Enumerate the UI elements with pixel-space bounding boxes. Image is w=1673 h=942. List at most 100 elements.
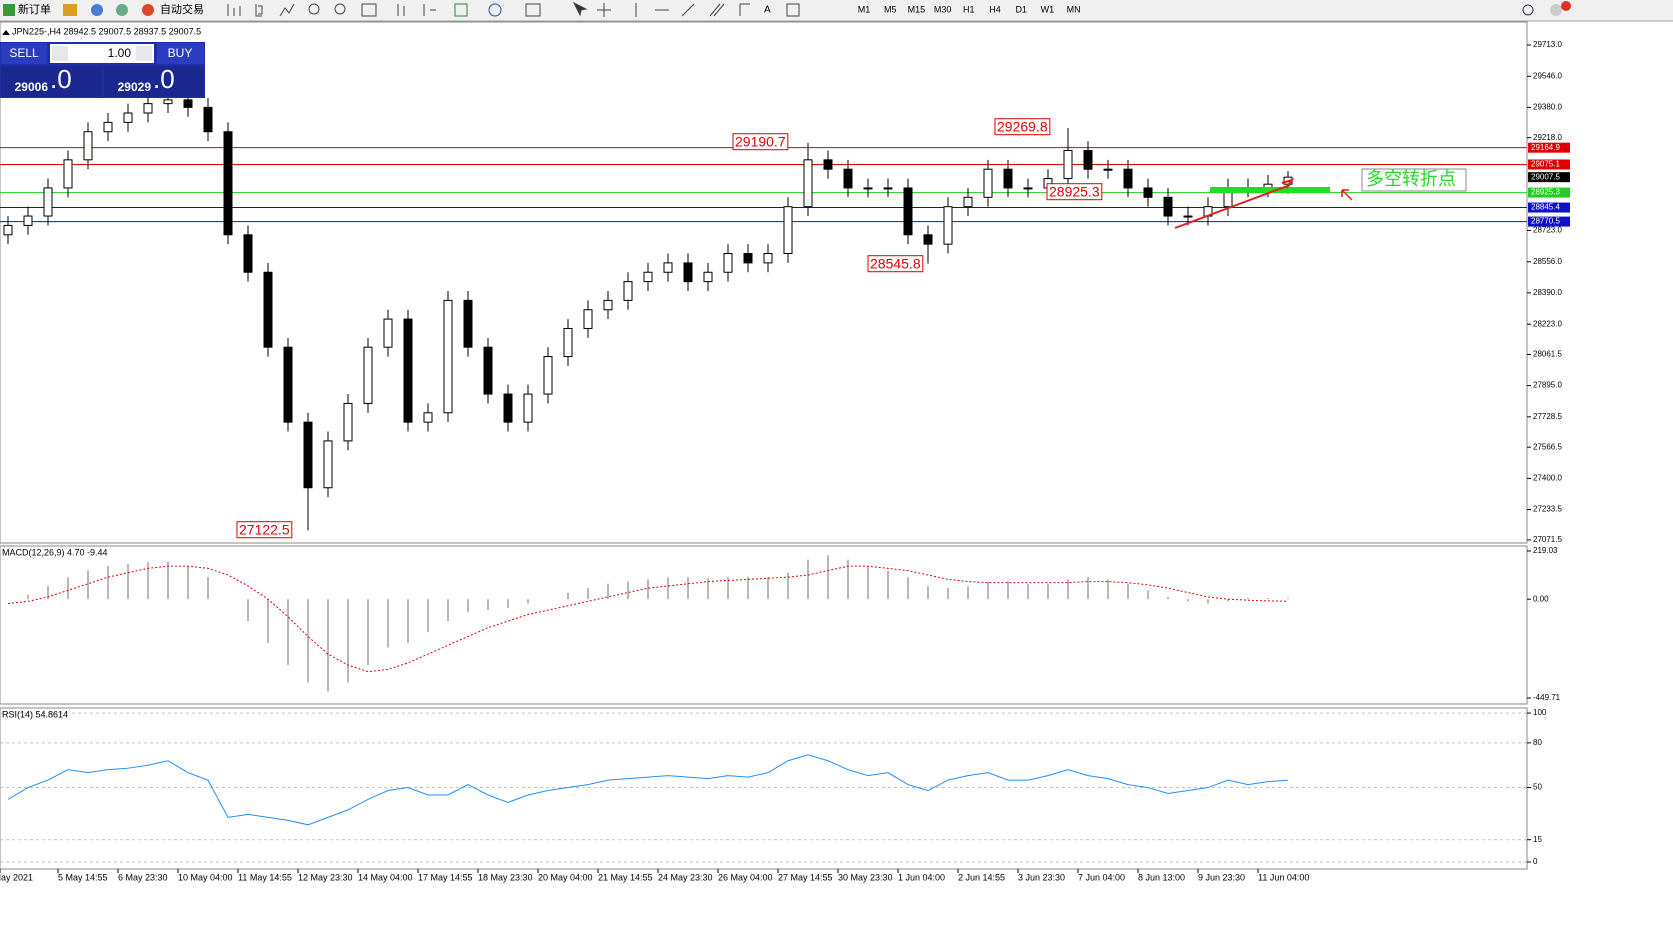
price-line-label: 29075.1	[1531, 160, 1560, 169]
macd-bar	[167, 561, 169, 600]
candle-body	[63, 159, 73, 189]
candle-body	[183, 99, 193, 108]
y-tick-label: 27728.5	[1533, 412, 1562, 421]
lot-input[interactable]	[50, 44, 154, 63]
buy-label[interactable]: BUY	[168, 46, 193, 60]
sell-button[interactable]	[1, 43, 47, 64]
candle-body	[883, 187, 893, 190]
price-line-label: 28845.4	[1531, 203, 1560, 212]
price-annotation: 28925.3	[1049, 184, 1100, 200]
notifications-icon[interactable]	[1550, 4, 1562, 16]
macd-bar	[147, 561, 149, 600]
macd-bar	[1267, 598, 1269, 600]
y-tick-label: 27071.5	[1533, 535, 1562, 544]
candle-body	[563, 327, 573, 358]
macd-bar	[1047, 583, 1049, 600]
timeframe-button[interactable]: H4	[989, 4, 1001, 14]
candle-body	[23, 215, 33, 226]
toolbar-icon[interactable]	[63, 4, 77, 16]
macd-bar	[187, 566, 189, 600]
price-line-label: 28925.3	[1531, 188, 1560, 197]
macd-bar	[667, 577, 669, 600]
candle-body	[863, 187, 873, 190]
macd-bar	[27, 594, 29, 600]
candle-body	[43, 187, 53, 217]
y-tick-label: 28223.0	[1533, 319, 1562, 328]
price-annotation: 27122.5	[239, 522, 290, 538]
new-order-button[interactable]: 新订单	[18, 2, 51, 16]
y-tick-label: 28390.0	[1533, 288, 1562, 297]
macd-bar	[927, 585, 929, 600]
candle-body	[1183, 215, 1193, 218]
macd-bar	[767, 577, 769, 600]
candle-body	[823, 159, 833, 170]
x-tick-label: 17 May 14:55	[418, 872, 473, 882]
new-order-icon[interactable]	[3, 4, 15, 16]
price-line-tag	[1528, 159, 1570, 170]
x-tick-label: 24 May 23:30	[658, 872, 713, 882]
lot-down[interactable]	[52, 46, 68, 61]
toolbar-icon[interactable]	[91, 4, 103, 16]
candle-body	[703, 271, 713, 283]
chart-menu-icon[interactable]	[2, 30, 10, 35]
candle-body	[903, 187, 913, 236]
candle-body	[923, 234, 933, 245]
macd-bar	[807, 559, 809, 600]
price-line-tag	[1528, 202, 1570, 213]
candle-body	[163, 99, 173, 105]
macd-bar	[1167, 596, 1169, 600]
x-tick-label: 9 Jun 23:30	[1198, 872, 1245, 882]
macd-bar	[47, 585, 49, 600]
auto-trading-icon[interactable]	[142, 4, 154, 16]
candle-body	[683, 262, 693, 283]
trade-panel: SELL 1.00 BUY 29006 .0 29029 .0	[0, 42, 205, 98]
y-tick-label: 27233.5	[1533, 505, 1562, 514]
candle-body	[503, 393, 513, 423]
timeframe-button[interactable]: M15	[908, 4, 926, 14]
macd-bar	[687, 577, 689, 600]
x-tick-label: 30 May 23:30	[838, 872, 893, 882]
candle-body	[3, 224, 13, 236]
timeframe-button[interactable]: W1	[1041, 4, 1055, 14]
lot-value[interactable]: 1.00	[108, 46, 132, 60]
macd-bar	[447, 599, 449, 622]
timeframe-button[interactable]: M1	[858, 4, 871, 14]
buy-price-box[interactable]	[104, 66, 204, 97]
macd-bar	[367, 599, 369, 666]
macd-bar	[127, 563, 129, 600]
candle-body	[963, 196, 973, 208]
note-arrow	[1341, 189, 1353, 201]
chart-header: JPN225-,H4 28942.5 29007.5 28937.5 29007…	[12, 26, 201, 36]
note-box	[1361, 168, 1467, 192]
candle-body	[1083, 149, 1093, 170]
macd-bar	[287, 599, 289, 666]
candle-body	[763, 253, 773, 264]
candle-body	[723, 253, 733, 273]
x-tick-label: 12 May 23:30	[298, 872, 353, 882]
timeframe-button[interactable]: M30	[934, 4, 952, 14]
timeframe-button[interactable]: M5	[884, 4, 897, 14]
timeframe-button[interactable]: H1	[963, 4, 975, 14]
y-tick-label: 0.00	[1533, 594, 1549, 603]
macd-title: MACD(12,26,9) 4.70 -9.44	[2, 547, 108, 557]
toolbar-icons[interactable]: A	[227, 1, 800, 17]
buy-button[interactable]	[157, 43, 204, 64]
candle-body	[1003, 168, 1013, 189]
search-icon[interactable]	[1522, 4, 1534, 16]
lot-up[interactable]	[136, 46, 152, 61]
timeframe-button[interactable]: MN	[1067, 4, 1081, 14]
auto-trading-button[interactable]: 自动交易	[160, 2, 204, 16]
x-tick-label: 8 Jun 13:00	[1138, 872, 1185, 882]
toolbar-icon[interactable]	[116, 4, 128, 16]
timeframes: M1 M5 M15 M30 H1 H4 D1 W1 MN	[858, 4, 1081, 14]
sell-price: 29006	[15, 80, 49, 94]
sell-price-box[interactable]	[1, 66, 102, 97]
y-tick-label: 100	[1533, 708, 1547, 717]
macd-bar	[967, 585, 969, 600]
timeframe-button[interactable]: D1	[1015, 4, 1027, 14]
candle-body	[363, 346, 373, 404]
sell-label[interactable]: SELL	[9, 46, 39, 60]
macd-bar	[1027, 583, 1029, 600]
macd-bar	[1247, 598, 1249, 600]
x-tick-label: 11 May 14:55	[238, 872, 292, 882]
